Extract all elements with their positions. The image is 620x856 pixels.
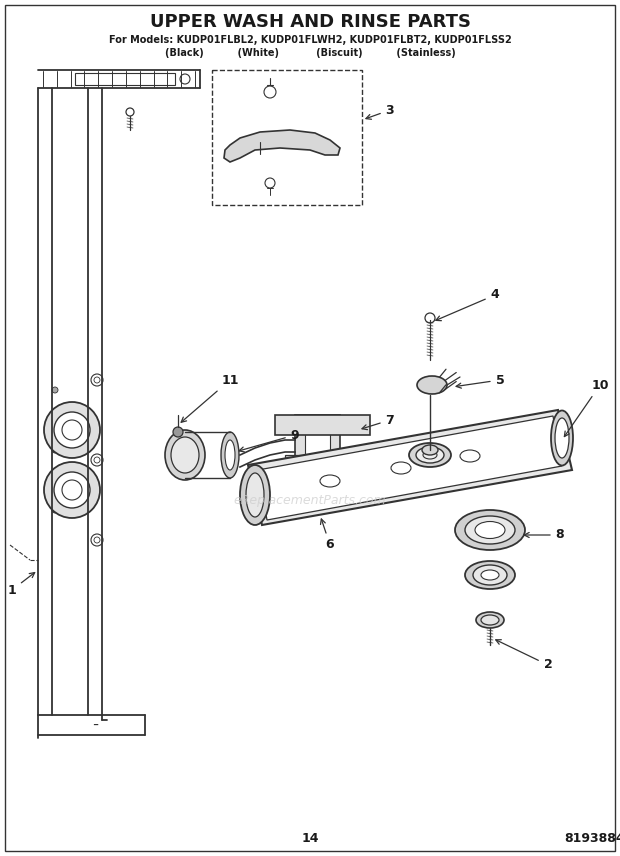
Polygon shape [75, 73, 175, 85]
Text: UPPER WASH AND RINSE PARTS: UPPER WASH AND RINSE PARTS [149, 13, 471, 31]
Ellipse shape [417, 376, 447, 394]
Text: 3: 3 [366, 104, 394, 119]
Text: 11: 11 [181, 373, 239, 422]
Ellipse shape [171, 437, 199, 473]
Ellipse shape [320, 475, 340, 487]
Text: For Models: KUDP01FLBL2, KUDP01FLWH2, KUDP01FLBT2, KUDP01FLSS2: For Models: KUDP01FLBL2, KUDP01FLWH2, KU… [108, 35, 511, 45]
Text: 14: 14 [301, 831, 319, 845]
Ellipse shape [465, 561, 515, 589]
Polygon shape [285, 455, 355, 470]
Ellipse shape [476, 612, 504, 628]
Ellipse shape [225, 440, 235, 470]
Circle shape [44, 402, 100, 458]
Text: 1: 1 [7, 573, 35, 597]
Ellipse shape [409, 443, 451, 467]
Ellipse shape [481, 570, 499, 580]
Text: 10: 10 [564, 378, 609, 437]
Circle shape [173, 427, 183, 437]
Ellipse shape [221, 432, 239, 478]
Text: 8193884: 8193884 [565, 831, 620, 845]
Text: (Black)          (White)           (Biscuit)          (Stainless): (Black) (White) (Biscuit) (Stainless) [165, 48, 455, 58]
Polygon shape [305, 425, 330, 500]
Polygon shape [248, 410, 572, 525]
Ellipse shape [473, 565, 507, 585]
Ellipse shape [165, 430, 205, 480]
Ellipse shape [391, 462, 411, 474]
Circle shape [44, 462, 100, 518]
Text: 5: 5 [456, 373, 505, 388]
Circle shape [54, 412, 90, 448]
Ellipse shape [416, 447, 444, 463]
Ellipse shape [246, 473, 264, 517]
Circle shape [52, 477, 58, 483]
Ellipse shape [455, 510, 525, 550]
Ellipse shape [240, 465, 270, 525]
Text: 4: 4 [436, 288, 499, 321]
Circle shape [52, 387, 58, 393]
Text: 8: 8 [524, 528, 564, 542]
Ellipse shape [460, 450, 480, 462]
Ellipse shape [555, 418, 569, 458]
Circle shape [52, 447, 58, 453]
Text: 6: 6 [321, 519, 334, 551]
Polygon shape [295, 415, 340, 510]
Text: 2: 2 [496, 639, 552, 671]
Ellipse shape [465, 516, 515, 544]
Ellipse shape [551, 411, 573, 466]
Ellipse shape [422, 445, 438, 455]
Circle shape [54, 472, 90, 508]
Circle shape [52, 507, 58, 513]
Ellipse shape [481, 615, 499, 625]
Text: 7: 7 [362, 413, 394, 430]
Text: 9: 9 [239, 429, 299, 452]
Ellipse shape [475, 521, 505, 538]
Text: eReplacementParts.com: eReplacementParts.com [234, 494, 386, 507]
Polygon shape [224, 130, 340, 162]
Text: ━: ━ [93, 722, 97, 728]
Polygon shape [275, 415, 370, 435]
Circle shape [52, 417, 58, 423]
Polygon shape [258, 416, 562, 520]
